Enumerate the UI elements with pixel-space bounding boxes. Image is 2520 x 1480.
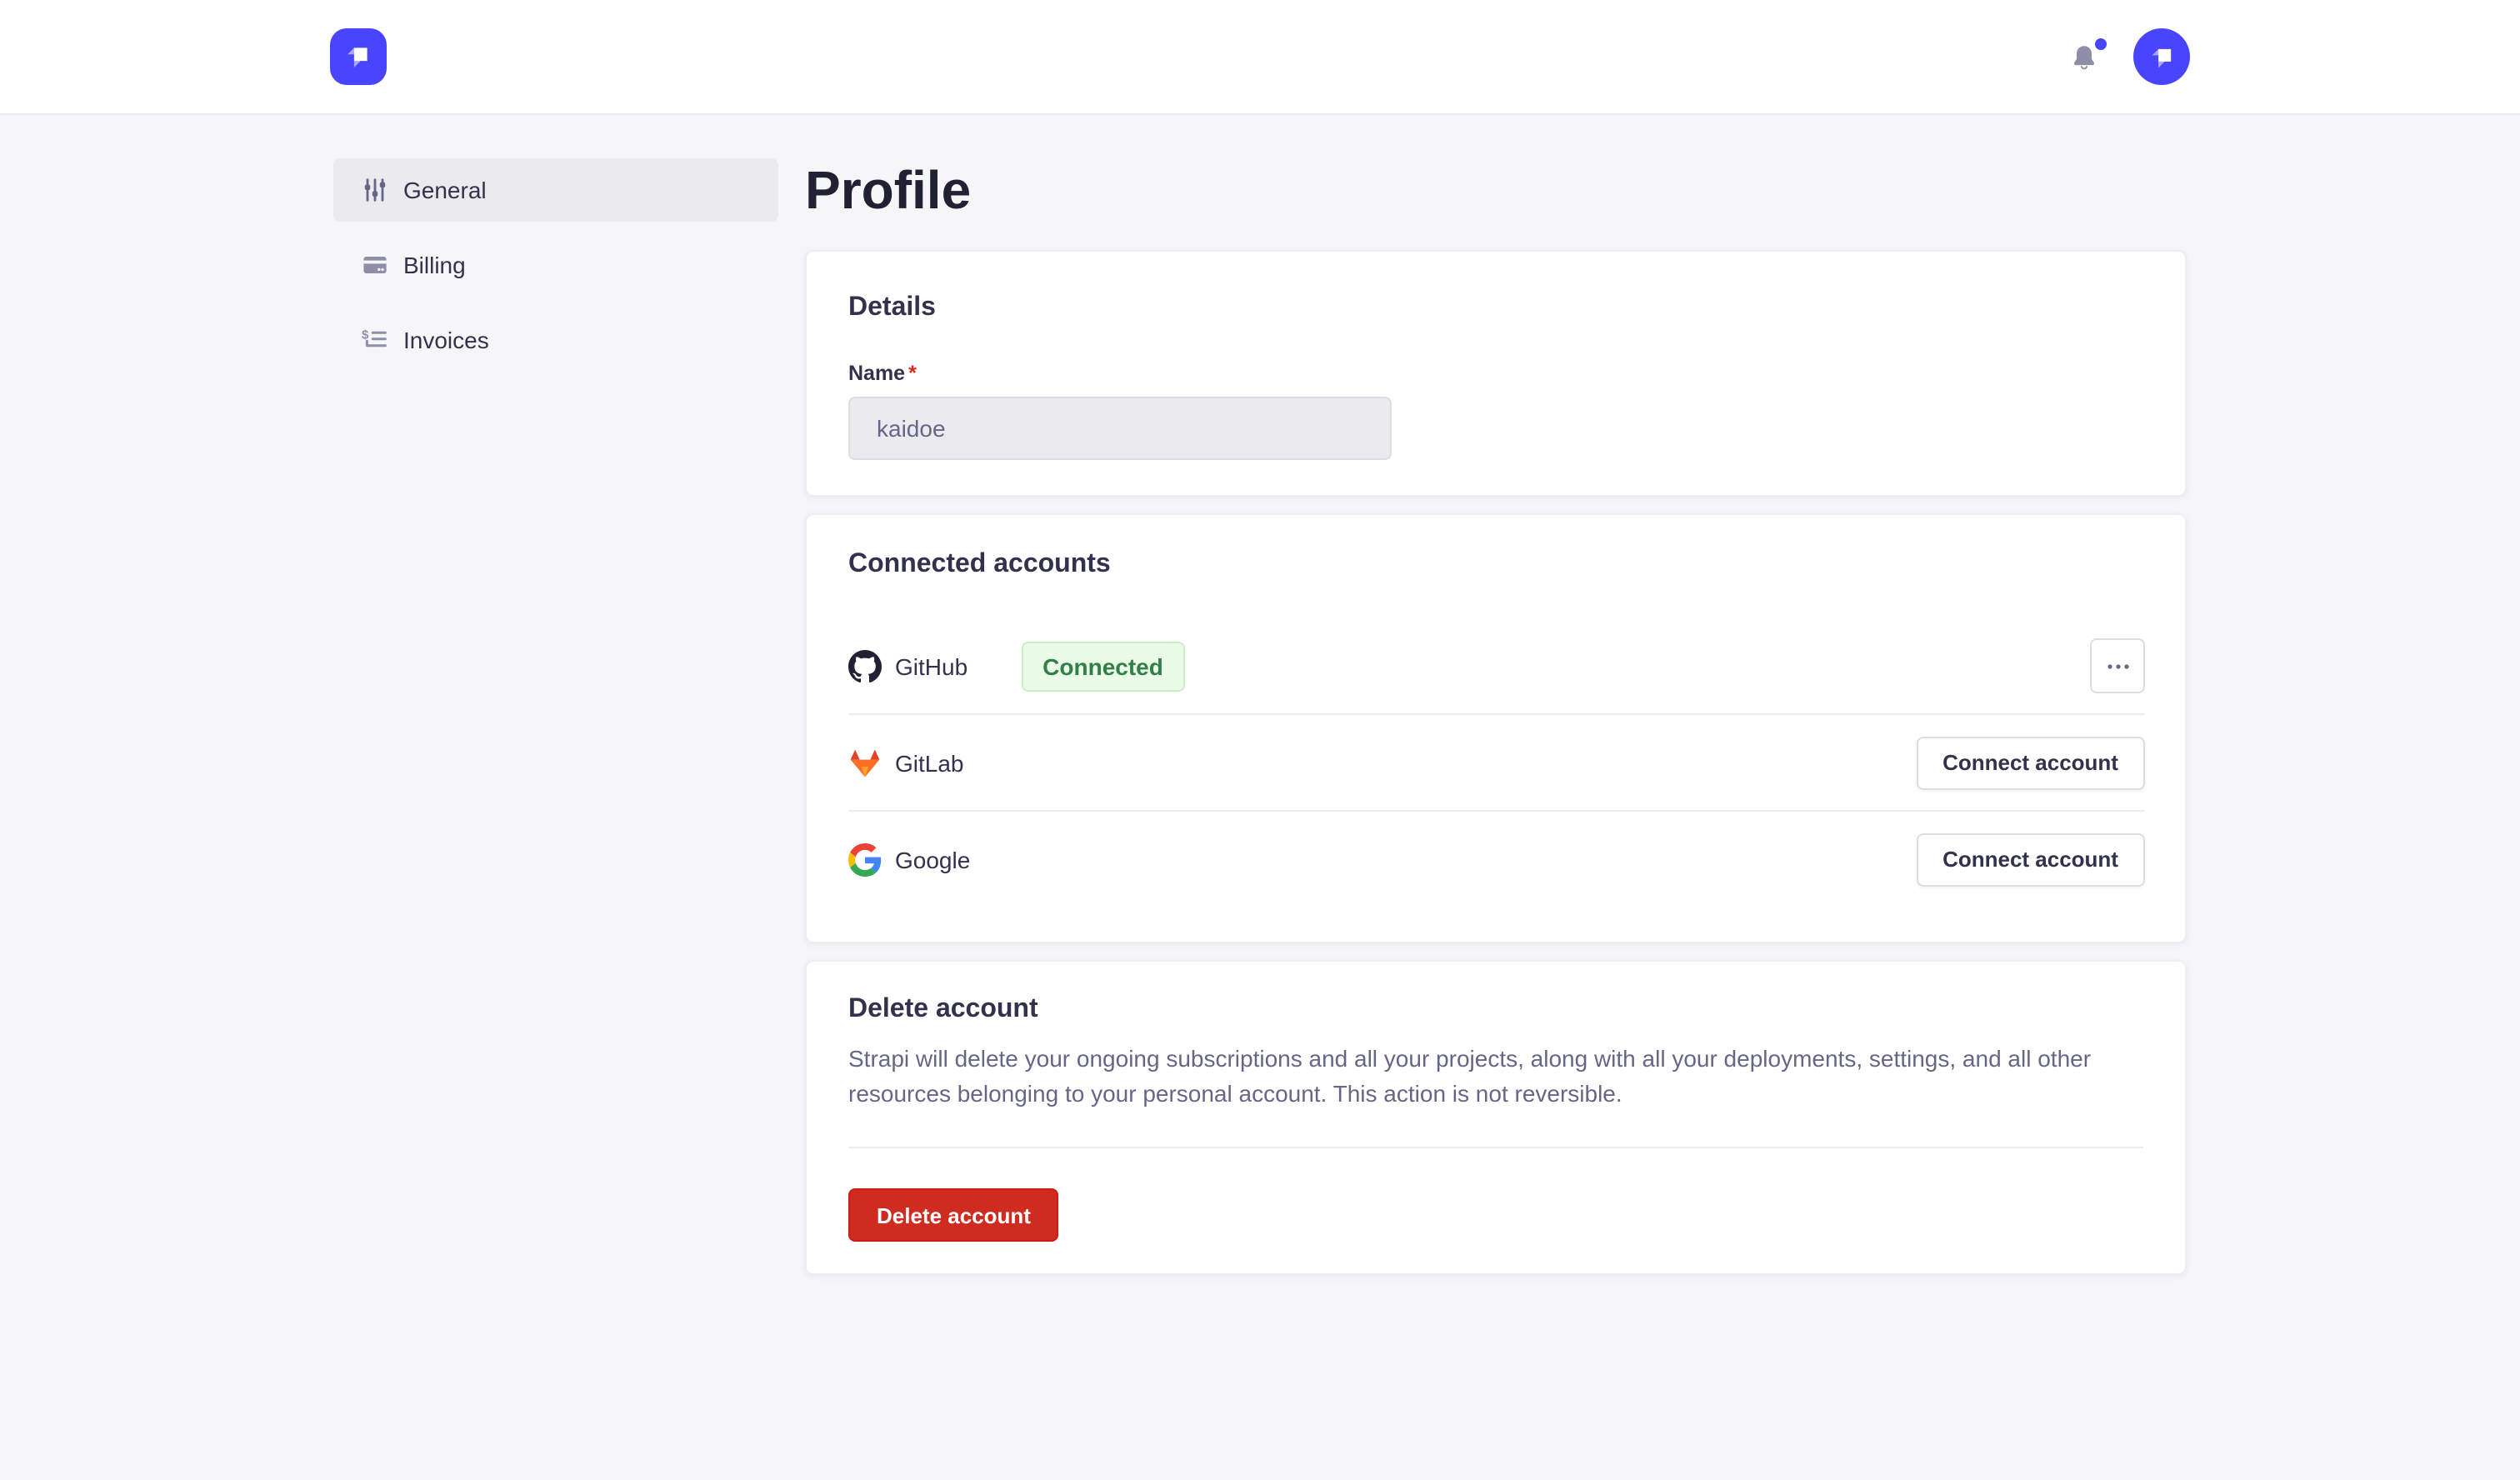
- provider-name: GitHub: [895, 652, 968, 679]
- page-title: Profile: [805, 160, 972, 220]
- svg-text:$: $: [362, 328, 369, 342]
- sliders-icon: [362, 177, 388, 203]
- name-input[interactable]: [848, 397, 1392, 460]
- sidebar-item-label: Invoices: [403, 327, 489, 353]
- strapi-logo[interactable]: [330, 28, 387, 85]
- github-icon: [848, 649, 882, 682]
- github-more-options-button[interactable]: [2090, 638, 2145, 693]
- sidebar-item-billing[interactable]: Billing: [333, 233, 778, 297]
- divider: [848, 1147, 2143, 1148]
- page-body: General Billing $: [0, 115, 2520, 1292]
- connected-accounts-card: Connected accounts GitHub Connected: [805, 513, 2187, 943]
- connected-accounts-heading: Connected accounts: [848, 550, 1111, 578]
- strapi-logo-icon: [340, 38, 377, 75]
- name-field: Name *: [848, 362, 2143, 460]
- notification-dot: [2095, 38, 2107, 49]
- google-icon: [848, 842, 882, 876]
- delete-account-card: Delete account Strapi will delete your o…: [805, 960, 2187, 1275]
- bell-icon: [2072, 42, 2097, 71]
- name-label: Name *: [848, 362, 917, 385]
- main-content: Profile Details Name* Connected accounts: [805, 158, 2187, 1292]
- notifications-button[interactable]: [2072, 38, 2107, 71]
- delete-account-heading: Delete account: [848, 995, 1038, 1023]
- settings-nav: General Billing $: [333, 158, 778, 383]
- provider-name: GitLab: [895, 749, 964, 776]
- top-nav: [0, 0, 2520, 115]
- nav-right: [2072, 28, 2190, 85]
- invoice-icon: $: [362, 327, 388, 353]
- ellipsis-icon: [2106, 662, 2129, 669]
- sidebar-item-label: General: [403, 177, 487, 203]
- credit-card-icon: [362, 252, 388, 278]
- sidebar-item-invoices[interactable]: $ Invoices: [333, 308, 778, 372]
- account-row-google: Google Connect account: [848, 810, 2145, 907]
- sidebar-item-label: Billing: [403, 252, 466, 278]
- account-row-github: GitHub Connected: [848, 618, 2145, 713]
- delete-account-description: Strapi will delete your ongoing subscrip…: [848, 1045, 2092, 1106]
- details-card: Details Name *: [805, 250, 2187, 497]
- details-heading: Details: [848, 293, 936, 322]
- gitlab-icon: [848, 746, 882, 779]
- provider-name: Google: [895, 846, 971, 872]
- delete-account-button[interactable]: Delete account: [848, 1188, 1059, 1242]
- gitlab-connect-account-button[interactable]: Connect account: [1916, 736, 2145, 789]
- status-badge: Connected: [1021, 641, 1185, 691]
- strapi-avatar-icon: [2144, 39, 2179, 74]
- user-avatar[interactable]: [2133, 28, 2190, 85]
- required-asterisk: *: [908, 362, 917, 385]
- account-rows: GitHub Connected: [848, 618, 2145, 907]
- sidebar-item-general[interactable]: General: [333, 158, 778, 222]
- google-connect-account-button[interactable]: Connect account: [1916, 832, 2145, 886]
- account-row-gitlab: GitLab Connect account: [848, 713, 2145, 810]
